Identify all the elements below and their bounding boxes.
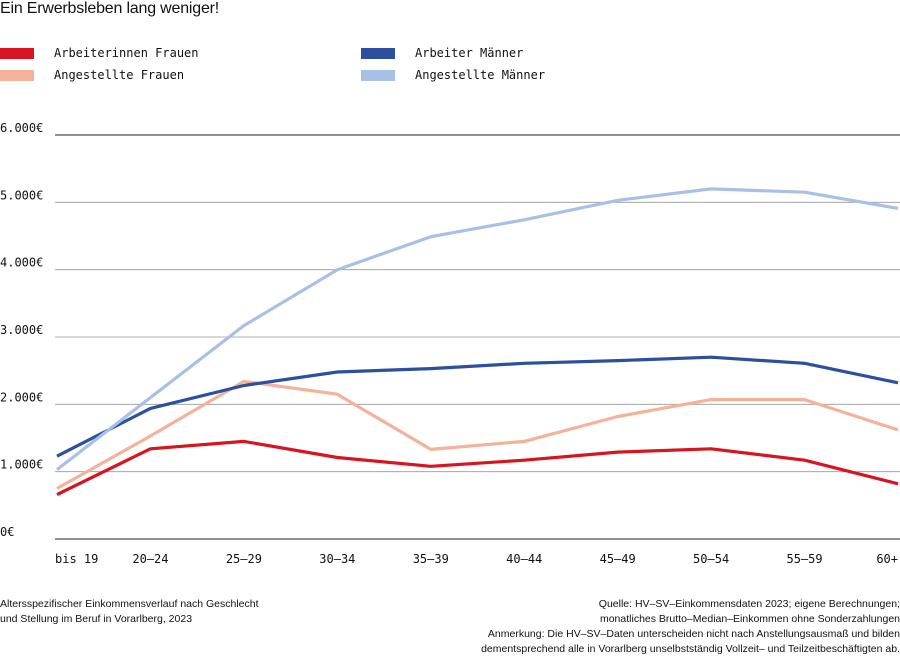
x-tick-label: 60+	[876, 552, 898, 566]
legend-item-angestellte-maenner: Angestellte Männer	[361, 66, 545, 84]
legend-label: Arbeiter Männer	[415, 46, 524, 60]
x-tick-label: 30–34	[319, 552, 355, 566]
legend-item-arbeiter-maenner: Arbeiter Männer	[361, 44, 523, 62]
note-line: dementsprechend alle in Vorarlberg unsel…	[481, 643, 900, 655]
y-tick-label: 6.000€	[0, 121, 43, 135]
x-tick-label: 50–54	[693, 552, 729, 566]
y-tick-label: 5.000€	[0, 188, 43, 202]
legend-label: Arbeiterinnen Frauen	[54, 46, 199, 60]
line-chart: 0€ 1.000€ 2.000€ 3.000€ 4.000€ 5.000€ 6.000€ bi…	[0, 121, 900, 566]
y-tick-label: 1.000€	[0, 458, 43, 472]
chart-caption: Altersspezifischer Einkommensverlauf nac…	[0, 597, 340, 627]
y-tick-label: 3.000€	[0, 323, 43, 337]
series-line-angestellte-maenner	[56, 187, 899, 471]
y-tick-label: 2.000€	[0, 390, 43, 404]
x-tick-label: 40–44	[506, 552, 542, 566]
x-tick-label: 55–59	[786, 552, 822, 566]
source-line: monatliches Brutto–Median–Einkommen ohne…	[599, 613, 900, 625]
x-tick-label: bis 19	[55, 552, 98, 566]
source-line: Quelle: HV–SV–Einkommensdaten 2023; eige…	[598, 598, 900, 610]
legend: Arbeiterinnen Frauen Angestellte Frauen …	[0, 42, 900, 87]
caption-line: und Stellung im Beruf in Vorarlberg, 202…	[0, 613, 193, 625]
legend-label: Angestellte Frauen	[54, 68, 185, 82]
chart-title: Ein Erwerbsleben lang weniger!	[0, 0, 220, 17]
legend-item-arbeiterinnen-frauen: Arbeiterinnen Frauen	[0, 44, 199, 62]
series-line-arbeiterinnen-frauen	[56, 439, 899, 497]
x-tick-label: 35–39	[413, 552, 449, 566]
y-tick-label: 4.000€	[0, 256, 43, 270]
legend-swatch	[0, 69, 34, 81]
series-line-angestellte-frauen	[56, 379, 899, 490]
source-notes: Quelle: HV–SV–Einkommensdaten 2023; eige…	[380, 597, 900, 657]
legend-item-angestellte-frauen: Angestellte Frauen	[0, 66, 184, 84]
caption-line: Altersspezifischer Einkommensverlauf nac…	[0, 598, 259, 610]
legend-swatch	[361, 69, 395, 81]
legend-swatch	[361, 47, 395, 59]
legend-label: Angestellte Männer	[415, 68, 546, 82]
note-line: Anmerkung: Die HV–SV–Daten unterscheiden…	[487, 628, 900, 640]
legend-swatch	[0, 47, 34, 59]
x-tick-label: 25–29	[226, 552, 262, 566]
series-line-arbeiter-maenner	[56, 355, 899, 458]
x-tick-label: 20–24	[132, 552, 168, 566]
x-tick-label: 45–49	[600, 552, 636, 566]
y-tick-label: 0€	[0, 525, 14, 539]
